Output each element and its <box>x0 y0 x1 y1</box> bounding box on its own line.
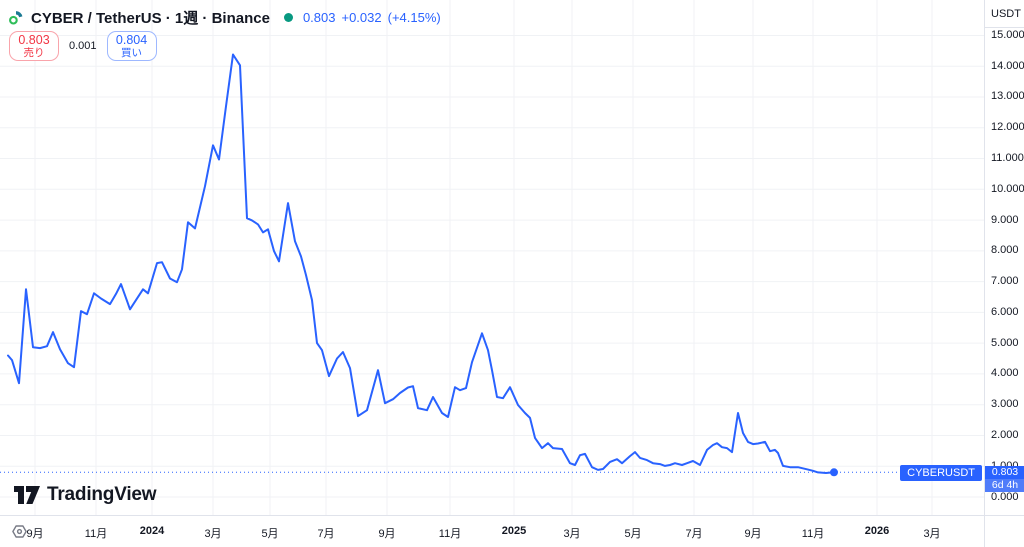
bar-countdown: 6d 4h <box>985 479 1024 492</box>
currency-label: USDT <box>991 7 1021 20</box>
time-axis-label: 2026 <box>864 525 890 537</box>
price-axis-label: 0.000 <box>991 490 1019 503</box>
price-axis-label: 7.000 <box>991 275 1019 288</box>
order-panel: 0.803 売り 0.001 0.804 買い <box>9 31 157 61</box>
symbol-logo <box>9 11 23 25</box>
time-axis-label: 11月 <box>84 528 108 540</box>
price-axis-label: 12.000 <box>991 121 1024 134</box>
time-axis-label: 7月 <box>685 528 703 540</box>
time-axis-label: 3月 <box>923 528 941 540</box>
price-axis-label: 9.000 <box>991 213 1019 226</box>
sell-button[interactable]: 0.803 売り <box>9 31 59 61</box>
price-axis-label: 3.000 <box>991 398 1019 411</box>
price-change-percent: (+4.15%) <box>387 10 441 25</box>
price-quote: 0.803 +0.032 (+4.15%) <box>303 10 441 25</box>
time-axis-label: 9月 <box>378 528 396 540</box>
price-axis-label: 4.000 <box>991 367 1019 380</box>
last-price-badge: 0.803 6d 4h <box>985 466 1024 492</box>
symbol-title[interactable]: CYBER / TetherUS · 1週 · Binance <box>31 10 270 27</box>
price-chart[interactable] <box>0 0 984 515</box>
sell-price: 0.803 <box>18 32 50 47</box>
price-axis-label: 11.000 <box>991 152 1024 165</box>
last-price: 0.803 <box>302 10 336 25</box>
time-axis-label: 3月 <box>563 528 581 540</box>
price-line-series <box>7 53 835 474</box>
time-axis-label: 9月 <box>744 528 762 540</box>
last-price-marker <box>830 468 838 477</box>
price-axis-label: 6.000 <box>991 305 1019 318</box>
price-axis-label: 10.000 <box>991 182 1024 195</box>
time-axis-label: 2024 <box>139 525 165 537</box>
axis-settings-icon[interactable] <box>11 523 28 540</box>
price-axis-label: 13.000 <box>991 90 1024 103</box>
tradingview-mark-icon <box>14 486 40 504</box>
buy-button[interactable]: 0.804 買い <box>106 31 157 61</box>
time-axis-label: 11月 <box>438 528 462 540</box>
time-axis-label: 3月 <box>204 528 222 540</box>
time-axis-label: 9月 <box>26 528 44 540</box>
tradingview-wordmark: TradingView <box>47 484 157 505</box>
axis-corner-divider <box>984 516 985 547</box>
tradingview-logo[interactable]: TradingView <box>14 484 157 506</box>
time-axis-label: 5月 <box>261 528 279 540</box>
series-label: CYBERUSDT <box>900 465 982 481</box>
price-change: +0.032 <box>341 10 382 25</box>
buy-price: 0.804 <box>115 32 148 47</box>
time-axis-label: 11月 <box>801 528 825 540</box>
price-axis-label: 15.000 <box>991 28 1024 41</box>
buy-label: 買い <box>121 47 143 60</box>
price-axis-label: 8.000 <box>991 244 1019 257</box>
time-axis-label: 7月 <box>317 528 335 540</box>
currency-selector[interactable]: USDT <box>985 0 1024 28</box>
price-axis-label: 2.000 <box>991 428 1019 441</box>
last-price-value: 0.803 <box>985 466 1024 479</box>
price-axis[interactable]: USDT 15.000 14.000 13.000 12.000 11.000 10.00… <box>984 0 1024 515</box>
price-axis-label: 14.000 <box>991 59 1024 72</box>
chart-header: CYBER / TetherUS · 1週 · Binance 0.803 +0… <box>8 7 441 28</box>
time-axis-label: 5月 <box>624 528 642 540</box>
spread-value: 0.001 <box>69 40 97 52</box>
price-axis-label: 5.000 <box>991 336 1019 349</box>
market-status-dot <box>283 13 293 22</box>
time-axis-label: 2025 <box>501 525 527 537</box>
time-axis[interactable]: 9月 11月 2024 3月 5月 7月 9月 11月 2025 3月 5月 7月 9月 11月 2026 3… <box>0 515 1024 547</box>
sell-label: 売り <box>23 47 45 60</box>
